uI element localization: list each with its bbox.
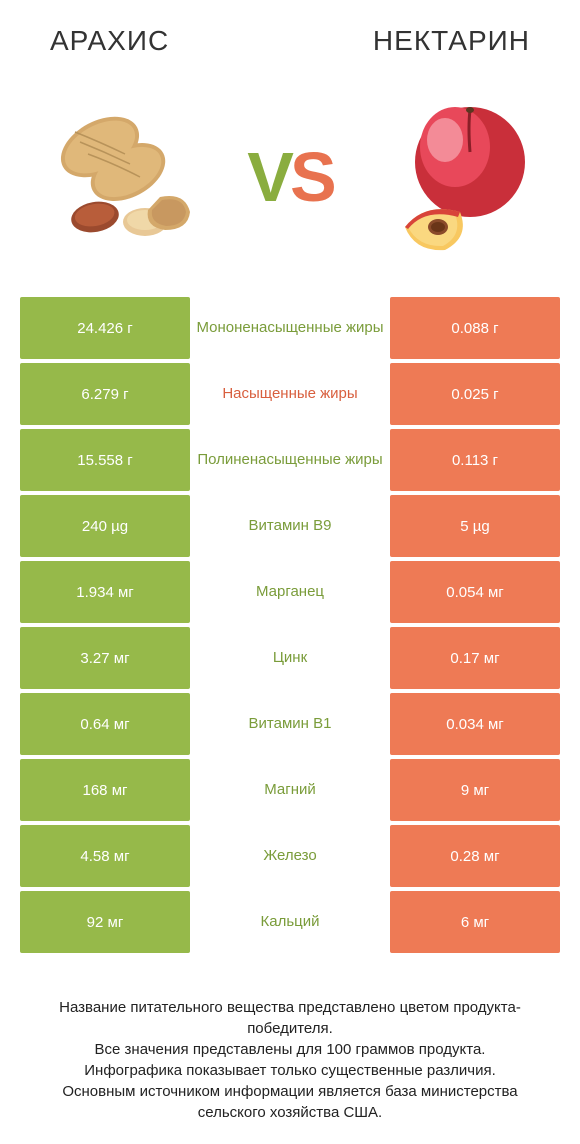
nutrient-label: Мононенасыщенные жиры xyxy=(190,297,390,359)
footer-notes: Название питательного вещества представл… xyxy=(0,957,580,1123)
table-row: 240 µgВитамин B95 µg xyxy=(20,495,560,557)
nutrient-label: Марганец xyxy=(190,561,390,623)
nutrient-label: Витамин B9 xyxy=(190,495,390,557)
left-value: 3.27 мг xyxy=(20,627,190,689)
vs-label: VS xyxy=(247,137,332,217)
footer-line-3: Инфографика показывает только существенн… xyxy=(30,1060,550,1081)
right-value: 0.088 г xyxy=(390,297,560,359)
nutrient-label: Насыщенные жиры xyxy=(190,363,390,425)
table-row: 1.934 мгМарганец0.054 мг xyxy=(20,561,560,623)
nutrient-label: Полиненасыщенные жиры xyxy=(190,429,390,491)
peanut-image xyxy=(40,92,210,262)
footer-line-4: Основным источником информации является … xyxy=(30,1081,550,1123)
table-row: 0.64 мгВитамин B10.034 мг xyxy=(20,693,560,755)
right-value: 6 мг xyxy=(390,891,560,953)
table-row: 4.58 мгЖелезо0.28 мг xyxy=(20,825,560,887)
table-row: 168 мгМагний9 мг xyxy=(20,759,560,821)
vs-s: S xyxy=(290,138,333,216)
table-row: 24.426 гМононенасыщенные жиры0.088 г xyxy=(20,297,560,359)
nutrient-label: Магний xyxy=(190,759,390,821)
right-value: 0.28 мг xyxy=(390,825,560,887)
nutrient-label: Железо xyxy=(190,825,390,887)
left-title: АРАХИС xyxy=(50,25,169,57)
left-value: 1.934 мг xyxy=(20,561,190,623)
table-row: 15.558 гПолиненасыщенные жиры0.113 г xyxy=(20,429,560,491)
right-title: НЕКТАРИН xyxy=(373,25,530,57)
left-value: 24.426 г xyxy=(20,297,190,359)
nutrient-label: Цинк xyxy=(190,627,390,689)
nectarine-image xyxy=(370,92,540,262)
vs-v: V xyxy=(247,138,290,216)
right-value: 0.113 г xyxy=(390,429,560,491)
left-value: 168 мг xyxy=(20,759,190,821)
right-value: 0.17 мг xyxy=(390,627,560,689)
images-row: VS xyxy=(0,67,580,297)
table-row: 92 мгКальций6 мг xyxy=(20,891,560,953)
left-value: 4.58 мг xyxy=(20,825,190,887)
right-value: 5 µg xyxy=(390,495,560,557)
table-row: 3.27 мгЦинк0.17 мг xyxy=(20,627,560,689)
left-value: 92 мг xyxy=(20,891,190,953)
nutrient-label: Витамин B1 xyxy=(190,693,390,755)
left-value: 240 µg xyxy=(20,495,190,557)
left-value: 15.558 г xyxy=(20,429,190,491)
left-value: 6.279 г xyxy=(20,363,190,425)
right-value: 0.034 мг xyxy=(390,693,560,755)
right-value: 9 мг xyxy=(390,759,560,821)
footer-line-1: Название питательного вещества представл… xyxy=(30,997,550,1039)
comparison-table: 24.426 гМононенасыщенные жиры0.088 г6.27… xyxy=(0,297,580,953)
table-row: 6.279 гНасыщенные жиры0.025 г xyxy=(20,363,560,425)
left-value: 0.64 мг xyxy=(20,693,190,755)
footer-line-2: Все значения представлены для 100 граммо… xyxy=(30,1039,550,1060)
nutrient-label: Кальций xyxy=(190,891,390,953)
right-value: 0.025 г xyxy=(390,363,560,425)
right-value: 0.054 мг xyxy=(390,561,560,623)
header: АРАХИС НЕКТАРИН xyxy=(0,0,580,67)
